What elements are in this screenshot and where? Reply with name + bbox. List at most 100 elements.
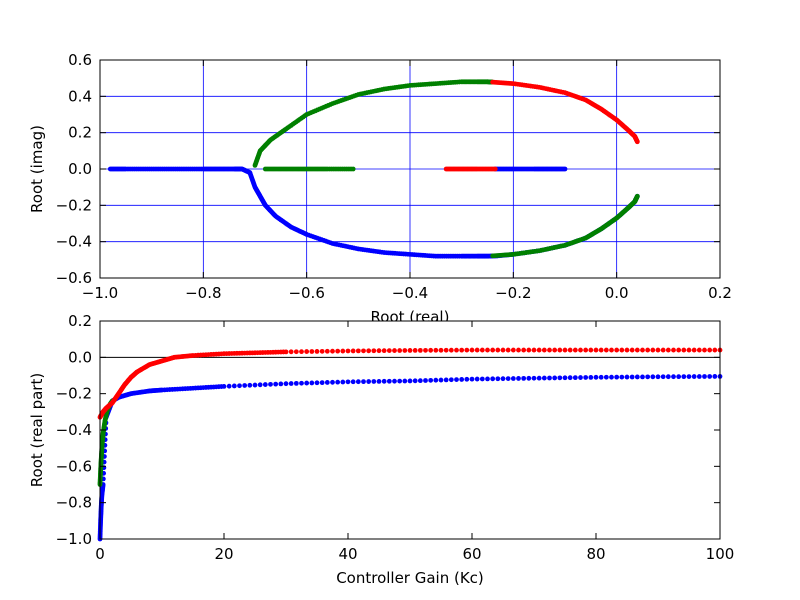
- data-point: [691, 347, 697, 353]
- data-point: [629, 347, 635, 353]
- data-point: [221, 384, 227, 389]
- data-point: [448, 377, 454, 383]
- x-axis-label: Controller Gain (Kc): [336, 569, 484, 587]
- x-tick-label: 0.2: [708, 284, 732, 302]
- data-point: [686, 347, 692, 353]
- data-point: [547, 375, 552, 381]
- data-point: [397, 378, 403, 384]
- x-tick-label: 100: [706, 545, 735, 563]
- data-point: [526, 375, 532, 381]
- root-vs-gain-plot: 0 20 40 60 80 100 −1.0 −0.8 −0.6 −0.4 −0.2 0.0 0.2 Co…: [28, 312, 734, 587]
- data-point: [454, 377, 459, 382]
- data-point: [567, 375, 573, 381]
- data-point: [593, 347, 599, 353]
- y-tick-label: −0.2: [56, 196, 92, 214]
- x-tick-label: −0.2: [495, 284, 531, 302]
- data-point: [376, 379, 382, 384]
- data-point: [278, 381, 284, 387]
- data-point: [583, 375, 589, 380]
- data-point: [490, 347, 496, 353]
- data-point: [428, 347, 434, 353]
- data-point: [572, 347, 578, 353]
- data-point: [309, 349, 315, 354]
- data-point: [443, 347, 449, 353]
- data-point: [614, 347, 620, 353]
- data-point: [299, 349, 304, 355]
- data-point: [521, 375, 527, 381]
- x-tick-label: 60: [462, 545, 481, 563]
- data-point: [469, 347, 475, 353]
- y-tick-label: 0.2: [68, 124, 92, 142]
- data-point: [247, 382, 253, 388]
- data-point: [402, 378, 408, 384]
- data-point: [371, 348, 377, 354]
- data-point: [257, 382, 263, 388]
- data-point: [541, 347, 547, 353]
- data-point: [242, 383, 248, 388]
- data-point: [454, 347, 459, 353]
- data-point: [578, 375, 583, 380]
- data-point: [665, 347, 671, 353]
- data-point: [335, 348, 341, 354]
- data-point: [712, 347, 718, 353]
- data-point: [660, 374, 666, 380]
- data-point: [531, 375, 537, 381]
- data-point: [645, 347, 651, 353]
- x-tick-label: −0.4: [392, 284, 428, 302]
- data-point: [634, 347, 640, 353]
- data-point: [505, 376, 511, 381]
- data-point: [562, 347, 568, 353]
- data-point: [572, 375, 578, 381]
- data-point: [376, 348, 382, 354]
- data-point: [386, 378, 392, 384]
- data-point: [283, 381, 289, 387]
- data-point: [676, 374, 682, 380]
- data-point: [712, 374, 718, 379]
- data-point: [381, 378, 387, 384]
- data-point: [500, 347, 506, 353]
- data-point: [226, 383, 232, 389]
- data-point: [588, 347, 594, 353]
- data-point: [288, 381, 294, 386]
- data-point: [526, 347, 532, 353]
- x-tick-label: 40: [338, 545, 357, 563]
- data-point: [392, 378, 397, 384]
- x-tick-label: −0.6: [288, 284, 324, 302]
- data-point: [438, 347, 444, 353]
- data-point: [541, 375, 547, 381]
- y-tick-label: 0.6: [68, 51, 92, 69]
- data-point: [464, 376, 470, 382]
- data-point: [505, 347, 511, 353]
- y-tick-label: 0.0: [68, 348, 92, 366]
- data-point: [707, 347, 713, 353]
- data-point: [304, 349, 310, 354]
- series-5: [490, 79, 640, 145]
- data-point: [696, 374, 702, 379]
- y-axis-label: Root (imag): [28, 125, 46, 213]
- data-point: [609, 374, 614, 380]
- data-point: [557, 375, 563, 381]
- data-point: [273, 381, 279, 387]
- data-point: [593, 374, 599, 380]
- data-point: [562, 375, 568, 381]
- data-point: [314, 349, 320, 354]
- data-point: [402, 348, 408, 353]
- data-point: [516, 347, 521, 353]
- data-point: [650, 347, 656, 353]
- data-point: [696, 347, 702, 353]
- data-point: [345, 379, 351, 385]
- data-point: [428, 377, 434, 383]
- data-point: [619, 374, 625, 380]
- data-point: [304, 380, 310, 386]
- data-point: [412, 348, 418, 353]
- series-0: [107, 166, 640, 259]
- data-point: [319, 348, 325, 354]
- data-point: [640, 374, 645, 380]
- data-point: [345, 348, 351, 354]
- data-point: [330, 348, 335, 354]
- data-point: [340, 379, 346, 385]
- series-2: [97, 347, 723, 420]
- y-tick-label: −0.8: [56, 494, 92, 512]
- data-point: [702, 374, 707, 379]
- data-point: [474, 376, 480, 382]
